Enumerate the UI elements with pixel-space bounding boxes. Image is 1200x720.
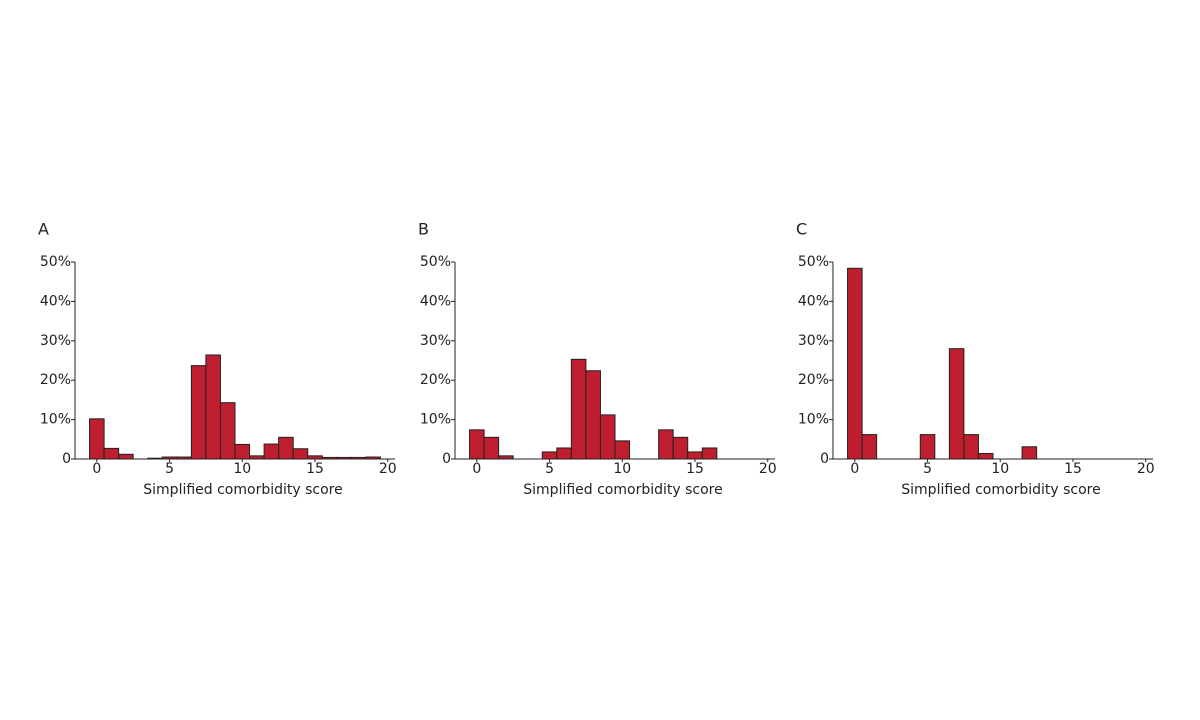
x-axis-label: Simplified comorbidity score xyxy=(143,482,342,498)
bar xyxy=(103,447,120,460)
y-tick-label: 0 xyxy=(62,451,71,467)
panel-label: B xyxy=(418,220,429,239)
bar xyxy=(599,414,616,460)
bar xyxy=(977,452,994,460)
bar xyxy=(89,418,105,460)
bar xyxy=(263,443,280,460)
x-tick-label: 10 xyxy=(613,461,631,477)
x-axis-label: Simplified comorbidity score xyxy=(523,482,722,498)
y-tick-label: 40% xyxy=(798,293,829,309)
panel-label: A xyxy=(38,220,49,239)
bar xyxy=(292,448,309,460)
panel-label: C xyxy=(796,220,807,239)
x-tick-label: 0 xyxy=(472,461,481,477)
bar xyxy=(205,354,221,460)
bar xyxy=(701,447,718,460)
bar xyxy=(861,434,878,460)
x-tick-label: 15 xyxy=(686,461,704,477)
x-tick-label: 10 xyxy=(991,461,1009,477)
bar xyxy=(483,436,500,460)
y-tick-label: 20% xyxy=(798,372,829,388)
x-tick-label: 20 xyxy=(1137,461,1155,477)
bar xyxy=(118,453,134,460)
x-tick-label: 10 xyxy=(233,461,251,477)
bar xyxy=(948,348,965,460)
y-tick-label: 30% xyxy=(420,333,451,349)
bar xyxy=(687,451,703,460)
y-tick-label: 0 xyxy=(442,451,451,467)
bar xyxy=(919,434,936,460)
y-tick-label: 10% xyxy=(798,412,829,428)
y-tick-label: 40% xyxy=(40,293,71,309)
y-tick-label: 20% xyxy=(40,372,71,388)
bar xyxy=(234,443,251,460)
bar xyxy=(672,436,689,460)
y-tick-label: 30% xyxy=(798,333,829,349)
bar xyxy=(570,358,587,460)
y-tick-label: 40% xyxy=(420,293,451,309)
x-tick-label: 5 xyxy=(545,461,554,477)
x-tick-label: 5 xyxy=(923,461,932,477)
bar xyxy=(219,402,236,460)
y-tick-label: 50% xyxy=(420,254,451,270)
y-tick-label: 0 xyxy=(820,451,829,467)
y-tick-label: 30% xyxy=(40,333,71,349)
y-tick-label: 20% xyxy=(420,372,451,388)
bar xyxy=(1021,446,1038,460)
x-tick-label: 20 xyxy=(379,461,397,477)
x-tick-label: 15 xyxy=(1064,461,1082,477)
x-tick-label: 5 xyxy=(165,461,174,477)
y-tick-label: 10% xyxy=(420,412,451,428)
bar xyxy=(190,365,207,460)
x-axis-label: Simplified comorbidity score xyxy=(901,482,1100,498)
y-tick-label: 50% xyxy=(40,254,71,270)
bar xyxy=(541,451,558,460)
x-tick-label: 0 xyxy=(92,461,101,477)
y-tick-label: 10% xyxy=(40,412,71,428)
bar xyxy=(278,436,294,460)
x-tick-label: 0 xyxy=(850,461,859,477)
bar xyxy=(847,267,863,460)
y-tick-label: 50% xyxy=(798,254,829,270)
x-tick-label: 15 xyxy=(306,461,324,477)
bar xyxy=(614,440,631,460)
bar xyxy=(963,434,979,460)
bar xyxy=(556,447,572,460)
bar xyxy=(585,370,601,460)
bar xyxy=(658,429,674,460)
x-tick-label: 20 xyxy=(759,461,777,477)
bar xyxy=(469,429,485,460)
